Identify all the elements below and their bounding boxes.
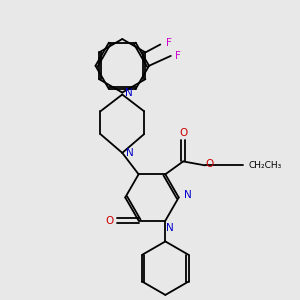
Text: O: O [179,128,187,138]
Text: F: F [166,38,172,47]
Text: N: N [125,88,133,98]
Text: O: O [206,159,214,170]
Text: CH₂CH₃: CH₂CH₃ [249,161,282,170]
Text: N: N [167,223,174,232]
Text: F: F [175,51,181,61]
Text: N: N [184,190,191,200]
Text: N: N [126,148,134,158]
Text: O: O [106,216,114,226]
